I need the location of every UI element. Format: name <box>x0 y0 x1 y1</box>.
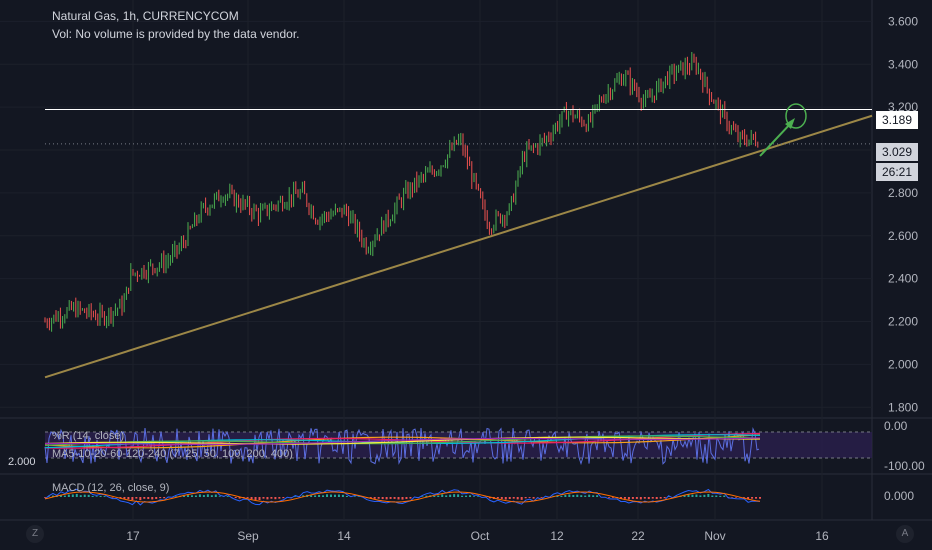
time-tick-label: Nov <box>704 529 725 543</box>
wr-tick-label: -100.00 <box>884 459 925 473</box>
price-tick-label: 2.600 <box>888 229 918 243</box>
price-tick-label: 2.000 <box>888 357 918 371</box>
price-tick-label: 3.400 <box>888 57 918 71</box>
time-tick-label: 14 <box>337 529 351 543</box>
macd-label: MACD (12, 26, close, 9) <box>52 482 170 494</box>
target-circle <box>785 103 807 129</box>
time-tick-label: Oct <box>471 529 490 543</box>
trendline <box>44 114 873 379</box>
price-tick-label: 2.200 <box>888 315 918 329</box>
ma-line <box>44 434 761 449</box>
ma-line <box>44 437 761 445</box>
wr-label: %R (14, close) <box>52 430 125 442</box>
last-price-tag: 3.029 <box>876 143 919 161</box>
volume-note: Vol: No volume is provided by the data v… <box>52 27 300 41</box>
level-price-tag: 3.189 <box>876 111 919 129</box>
wr-left-value: 2.000 <box>8 456 36 468</box>
projection-arrow <box>759 121 793 157</box>
price-tick-label: 2.400 <box>888 272 918 286</box>
zoom-button[interactable]: Z <box>26 525 44 543</box>
ma-line <box>44 435 761 446</box>
ma-line <box>44 436 760 445</box>
time-tick-label: 17 <box>126 529 140 543</box>
wr-tick-label: 0.00 <box>884 419 908 433</box>
price-tick-label: 3.200 <box>888 100 918 114</box>
price-tick-label: 3.600 <box>888 14 918 28</box>
ma-label: MA5-10-20-60-120-240 (7, 25, 50, 100, 20… <box>52 448 293 460</box>
macd-tick-label: 0.000 <box>884 489 914 503</box>
time-tick-label: Sep <box>237 529 259 543</box>
price-tick-label: 2.800 <box>888 186 918 200</box>
projection-arrow-head <box>785 118 795 129</box>
time-tick-label: 16 <box>815 529 829 543</box>
time-tick-label: 12 <box>550 529 564 543</box>
price-tick-label: 1.800 <box>888 400 918 414</box>
chart-title: Natural Gas, 1h, CURRENCYCOM <box>52 9 239 23</box>
macd-signal-line <box>44 491 761 503</box>
auto-scale-button[interactable]: A <box>896 525 914 543</box>
countdown-tag: 26:21 <box>876 163 919 181</box>
time-tick-label: 22 <box>631 529 645 543</box>
